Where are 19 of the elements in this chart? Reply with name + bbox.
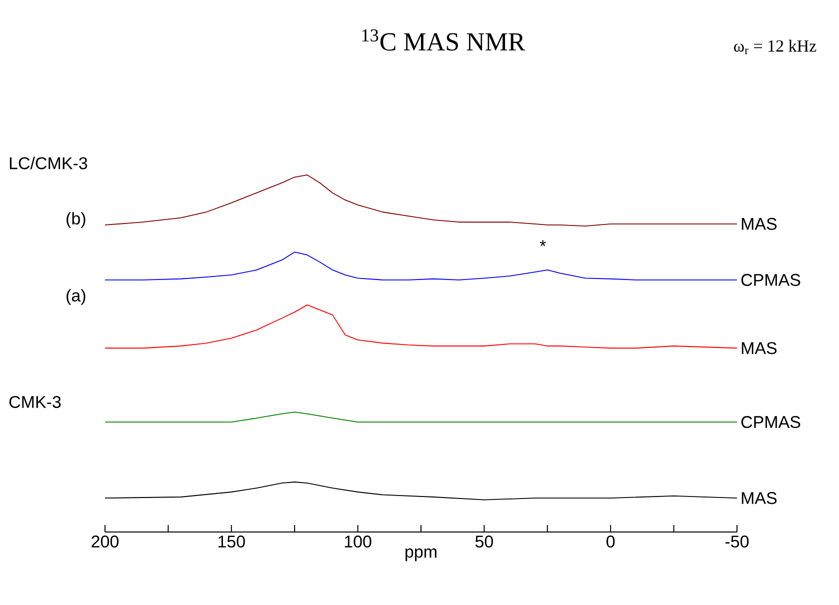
x-tick-label: -50 — [725, 536, 749, 548]
series-label: MAS — [742, 218, 777, 230]
text: LC/CMK-3 — [10, 156, 88, 170]
series-label: MAS — [742, 492, 777, 504]
series-label: CPMAS — [741, 274, 800, 286]
annotation: * — [540, 240, 546, 246]
text: (a) — [66, 289, 86, 305]
x-tick-label: 50 — [475, 536, 493, 548]
x-tick-label: 200 — [92, 536, 119, 548]
series-label: CPMAS — [741, 416, 800, 428]
x-tick-label: 150 — [218, 536, 245, 548]
text: ω$_{r}$ = 12 kHz — [734, 40, 816, 54]
x-tick-label: 100 — [344, 536, 372, 548]
text: CMK-3 — [9, 396, 61, 408]
chart-title: $^{13}$C MAS NMR — [362, 29, 526, 51]
x-axis-title: ppm — [406, 548, 436, 562]
x-tick-label: 0 — [606, 536, 615, 548]
series-label: MAS — [742, 342, 777, 354]
text: (b) — [66, 212, 86, 228]
